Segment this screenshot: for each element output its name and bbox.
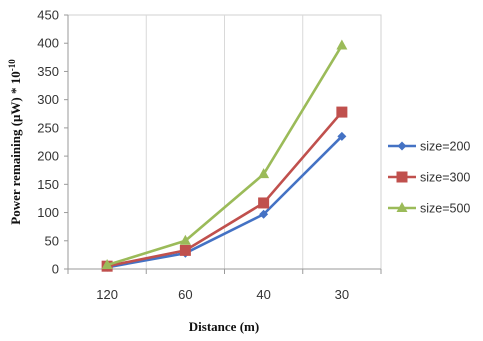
data-point-square bbox=[336, 106, 348, 118]
y-axis-title: Power remaining (μW) * 10-10 bbox=[7, 59, 23, 225]
axes bbox=[64, 14, 382, 274]
data-point-diamond bbox=[397, 141, 407, 151]
y-tick-label: 50 bbox=[45, 233, 59, 248]
x-axis-title: Distance (m) bbox=[189, 319, 259, 334]
legend-entry: size=200 bbox=[388, 140, 470, 154]
y-tick-label: 100 bbox=[37, 205, 59, 220]
x-tick-label: 120 bbox=[96, 287, 118, 302]
x-tick-label: 40 bbox=[256, 287, 270, 302]
x-tick-label: 60 bbox=[178, 287, 192, 302]
y-tick-label: 400 bbox=[37, 36, 59, 51]
y-tick-label: 200 bbox=[37, 149, 59, 164]
y-tick-label: 450 bbox=[37, 8, 59, 23]
legend-label: size=200 bbox=[420, 140, 470, 154]
data-point-diamond bbox=[259, 209, 269, 219]
data-point-triangle bbox=[101, 259, 113, 270]
legend-entry: size=500 bbox=[388, 202, 470, 216]
legend-label: size=500 bbox=[420, 202, 470, 216]
y-tick-label: 0 bbox=[52, 262, 59, 277]
x-tick-label: 30 bbox=[335, 287, 349, 302]
y-tick-label: 350 bbox=[37, 64, 59, 79]
data-point-square bbox=[179, 244, 191, 256]
data-point-triangle bbox=[336, 39, 348, 50]
y-tick-label: 300 bbox=[37, 92, 59, 107]
data-point-diamond bbox=[337, 131, 347, 141]
y-tick-labels: 0 50 100 150 200 250 300 350 400 450 bbox=[37, 8, 59, 277]
series-line bbox=[106, 135, 343, 269]
data-point-triangle bbox=[258, 168, 270, 179]
data-point-square bbox=[396, 171, 408, 183]
series-group bbox=[101, 39, 348, 272]
y-axis-title-exponent: -10 bbox=[7, 59, 17, 71]
series-line bbox=[106, 44, 343, 267]
legend-label: size=300 bbox=[420, 171, 470, 185]
series-line bbox=[106, 111, 343, 268]
legend: size=200 size=300 size=500 bbox=[388, 140, 470, 216]
y-axis-title-main: Power remaining (μW) * 10 bbox=[8, 71, 23, 224]
x-tick-labels: 120 60 40 30 bbox=[96, 287, 349, 302]
y-tick-label: 150 bbox=[37, 177, 59, 192]
series-size-500 bbox=[101, 39, 348, 270]
y-tick-label: 250 bbox=[37, 120, 59, 135]
data-point-triangle bbox=[396, 202, 408, 212]
legend-entry: size=300 bbox=[388, 171, 470, 185]
data-point-square bbox=[258, 197, 270, 209]
data-point-triangle bbox=[179, 234, 191, 245]
